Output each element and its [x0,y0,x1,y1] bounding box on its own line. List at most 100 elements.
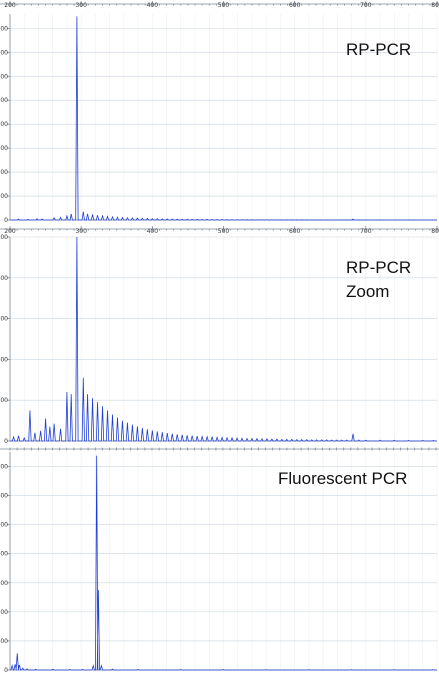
data-point [122,420,123,421]
y-tick-label: 5000 [0,97,8,104]
data-point [177,219,178,220]
chart-panel-2: 02004006008001000200300400500600700800 [0,226,439,445]
data-point [296,439,297,440]
data-point [223,669,224,670]
chart-panel-3: 0 400 800 1200 1600 2000 2400 2800 [0,452,438,674]
data-point [232,219,233,220]
data-point [187,435,188,436]
data-point [67,392,68,393]
y-tick-label: 2400 [0,493,8,500]
y-tick-label: 200 [0,397,8,404]
data-point [321,219,322,220]
y-tick-label: 1600 [0,551,8,558]
data-point [92,398,93,399]
data-point [242,438,243,439]
data-point [227,219,228,220]
series-trace [10,455,437,671]
data-point [138,669,139,670]
data-point [408,220,409,221]
data-point [42,219,43,220]
data-point [365,220,366,221]
data-point [83,211,84,212]
y-tick-label: 1000 [0,193,8,200]
data-point [96,455,97,456]
data-point [252,438,253,439]
data-point [15,664,16,665]
data-point [301,219,302,220]
data-point [286,219,287,220]
data-point [326,219,327,220]
chart-panel-1: 0100020003000400050006000700080002003004… [0,1,439,224]
data-point [107,410,108,411]
data-point [271,219,272,220]
data-point [17,653,18,654]
data-point [311,439,312,440]
data-point [12,665,13,666]
data-point [132,424,133,425]
x-tick-label: 300 [75,228,87,235]
data-point [117,417,118,418]
data-point [102,216,103,217]
data-point [227,437,228,438]
data-point [22,668,23,669]
y-tick-label: 4000 [0,121,8,128]
y-tick-label: 600 [0,316,8,323]
y-tick-label: 7000 [0,49,8,56]
series-trace [10,236,437,442]
y-tick-label: 0 [4,217,8,224]
data-point [197,219,198,220]
data-point [60,428,61,429]
data-point [276,219,277,220]
data-point [18,436,19,437]
data-point [152,430,153,431]
data-point [316,439,317,440]
data-point [87,394,88,395]
data-point [82,669,83,670]
data-point [112,216,113,217]
data-point [257,219,258,220]
data-point [358,220,359,221]
data-point [291,439,292,440]
y-tick-label: 2000 [0,169,8,176]
data-point [172,433,173,434]
data-point [212,437,213,438]
data-point [222,219,223,220]
data-point [433,440,434,441]
data-point [331,440,332,441]
data-point [306,219,307,220]
y-tick-label: 400 [0,356,8,363]
data-point [97,402,98,403]
data-point [132,218,133,219]
data-point [177,434,178,435]
data-point [197,436,198,437]
y-tick-label: 800 [0,275,8,282]
data-point [341,219,342,220]
data-point [112,669,113,670]
data-point [309,669,310,670]
y-tick-label: 0 [4,438,8,445]
data-point [358,440,359,441]
x-tick-label: 600 [289,228,301,235]
data-point [192,219,193,220]
data-point [54,423,55,424]
data-point [336,219,337,220]
data-point [266,669,267,670]
data-point [162,432,163,433]
data-point [207,436,208,437]
data-point [408,440,409,441]
y-tick-label: 0 [4,667,8,674]
data-point [52,669,53,670]
data-point [262,219,263,220]
x-tick-label: 500 [218,228,230,235]
data-point [49,426,50,427]
data-point [217,437,218,438]
data-point [276,439,277,440]
panel-title-fluorescent-pcr: Fluorescent PCR [278,469,408,488]
data-point [45,418,46,419]
data-point [267,439,268,440]
y-tick-label: 1200 [0,580,8,587]
x-tick-label: 700 [360,228,372,235]
data-point [67,216,68,217]
data-point [76,16,77,17]
